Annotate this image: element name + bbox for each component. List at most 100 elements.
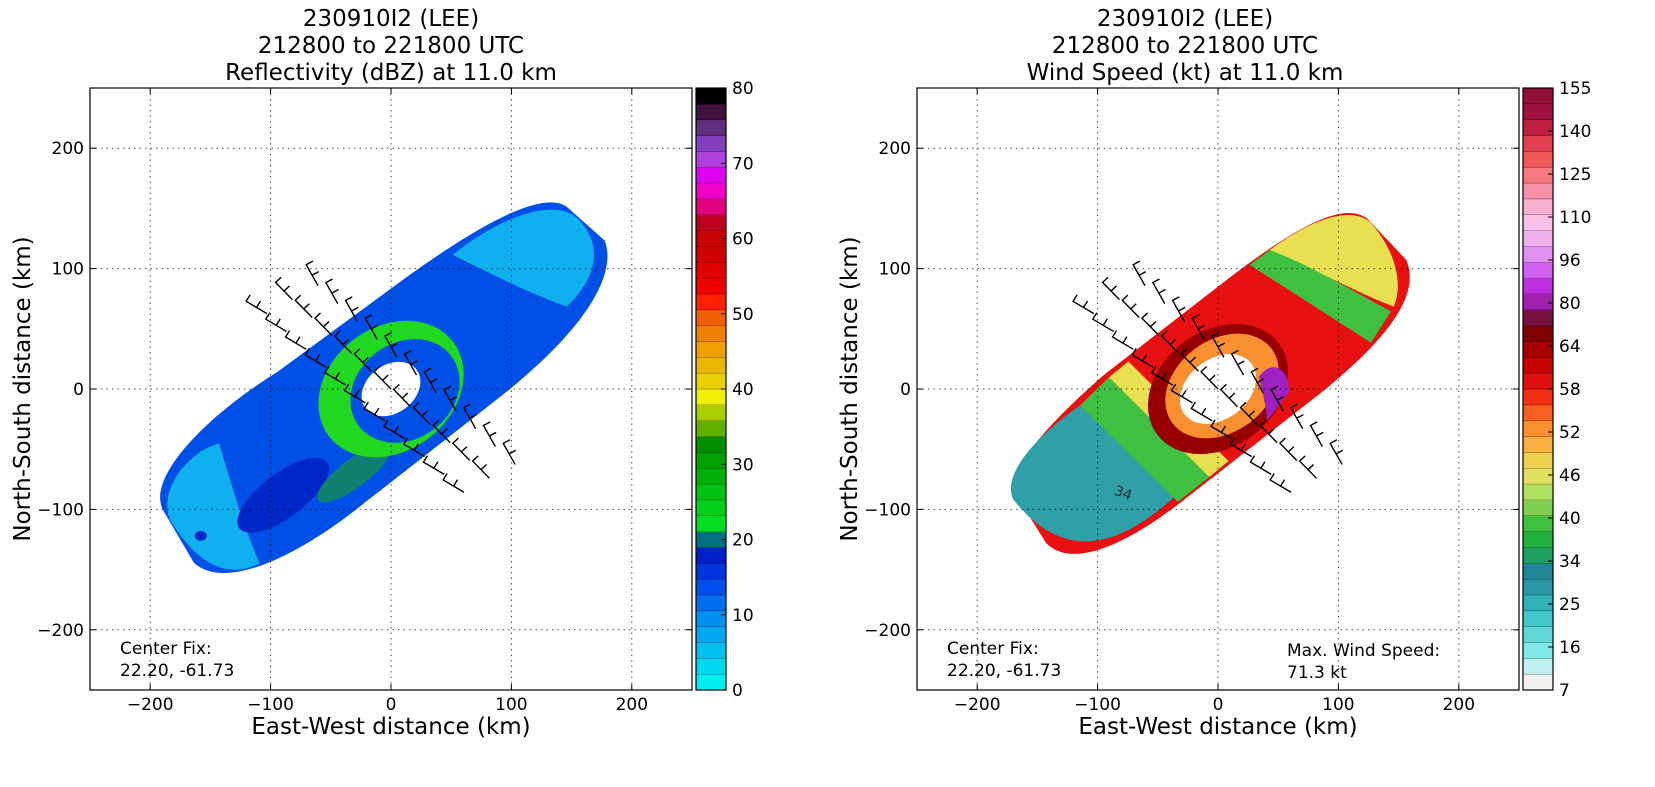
wind-barb xyxy=(383,419,406,440)
center-fix-value: 22.20, -61.73 xyxy=(120,661,234,681)
colorbar-bin xyxy=(1523,230,1553,247)
y-tick-label: −200 xyxy=(37,621,84,641)
outer-cell-core xyxy=(194,530,207,541)
title-line-1: 230910I2 (LEE) xyxy=(1096,6,1274,32)
colorbar-bin xyxy=(696,262,726,279)
wind-barb xyxy=(1132,260,1147,287)
colorbar-bin xyxy=(696,103,726,121)
center-fix-value: 22.20, -61.73 xyxy=(947,661,1061,681)
colorbar-bin xyxy=(1523,626,1553,643)
x-tick-label: 100 xyxy=(1322,695,1354,715)
wind-barb xyxy=(353,348,372,372)
colorbar-bin xyxy=(696,594,726,612)
colorbar-tick-label: 16 xyxy=(1559,638,1581,658)
colorbar-bin xyxy=(696,278,726,295)
colorbar-bin xyxy=(696,325,726,342)
colorbar-bin xyxy=(1523,579,1553,596)
y-tick-label: 100 xyxy=(879,260,911,280)
colorbar-bin xyxy=(1523,373,1553,390)
colorbar-bin xyxy=(1523,88,1553,105)
x-tick-label: 0 xyxy=(386,695,397,715)
max-wind-label: Max. Wind Speed: xyxy=(1287,641,1440,661)
colorbar-bin xyxy=(696,389,726,406)
colorbar-bin xyxy=(1523,135,1553,152)
echo-core xyxy=(237,457,330,533)
colorbar-bin xyxy=(1523,309,1553,327)
colorbar-tick-label: 58 xyxy=(1559,380,1581,400)
colorbar-tick-label: 50 xyxy=(732,305,754,325)
x-tick-label: 0 xyxy=(1213,695,1224,715)
colorbar-bin xyxy=(1523,103,1553,121)
colorbar-tick-label: 20 xyxy=(732,531,754,551)
wind-barb xyxy=(304,348,327,368)
colorbar-bin xyxy=(696,610,726,628)
wind-barb xyxy=(1131,348,1154,368)
colorbar-tick-label: 155 xyxy=(1559,79,1591,99)
colorbar-tick-label: 64 xyxy=(1559,337,1581,357)
wind-barb xyxy=(284,330,307,350)
colorbar-tick-label: 0 xyxy=(732,681,743,701)
wind-barb xyxy=(1249,455,1272,475)
y-tick-label: 0 xyxy=(73,380,84,400)
x-tick-label: −200 xyxy=(954,695,1001,715)
wind-teal xyxy=(1010,405,1175,542)
wind-barb xyxy=(1191,314,1206,340)
colorbar-bin xyxy=(696,230,726,247)
colorbar-tick-label: 40 xyxy=(732,380,754,400)
center-fix-label: Center Fix: xyxy=(947,639,1039,659)
wind-barb xyxy=(324,278,339,304)
colorbar-bin xyxy=(1523,420,1553,438)
colorbar-bin xyxy=(696,484,726,501)
wind-barb xyxy=(423,367,438,394)
colorbar-bin xyxy=(696,214,726,232)
wind-barb xyxy=(363,401,386,422)
wind-barb xyxy=(1140,312,1160,336)
wind-barbs xyxy=(1072,260,1344,493)
wind-barb xyxy=(392,383,412,408)
wind-barb xyxy=(1309,421,1324,447)
colorbar-bin xyxy=(1523,404,1553,422)
title-line-2: 212800 to 221800 UTC xyxy=(257,33,525,59)
x-tick-label: 100 xyxy=(495,695,527,715)
wind-barb xyxy=(1200,366,1219,390)
y-axis-label: North-South distance (km) xyxy=(10,236,36,541)
colorbar-bin xyxy=(696,341,726,358)
wind-barb xyxy=(373,366,392,390)
echo-teal xyxy=(317,443,392,503)
colorbar-bin xyxy=(1523,119,1553,137)
colorbar-bin xyxy=(696,246,726,263)
wind-barb xyxy=(1180,348,1199,372)
y-tick-label: −100 xyxy=(864,500,911,520)
wind-barb xyxy=(471,455,491,479)
colorbar-bin xyxy=(696,626,726,643)
wind-speed-chart: −200 −100 0 100 200 −200 −100 0 100 200 East-West … xyxy=(837,79,1591,740)
wind-barb xyxy=(422,455,445,475)
colorbar-bin xyxy=(1523,515,1553,533)
colorbar-bin xyxy=(1523,389,1553,406)
wind-barb xyxy=(1160,330,1180,354)
wind-barb xyxy=(1190,401,1213,422)
colorbar-bin xyxy=(1523,547,1553,564)
colorbar-bin xyxy=(1523,341,1553,358)
colorbar-bin xyxy=(696,198,726,216)
colorbar-bin xyxy=(1523,642,1553,659)
x-tick-label: −100 xyxy=(247,695,294,715)
colorbar-bin xyxy=(696,151,726,168)
wind-barb xyxy=(1229,437,1252,458)
y-tick-label: −200 xyxy=(864,621,911,641)
colorbar-bin xyxy=(696,309,726,327)
wind-barb xyxy=(245,294,268,315)
title-line-3: Reflectivity (dBZ) at 11.0 km xyxy=(225,60,557,86)
colorbar-bin xyxy=(1523,436,1553,453)
colorbar-tick-label: 34 xyxy=(1559,552,1581,572)
colorbar-tick-label: 125 xyxy=(1559,165,1591,185)
wind-barb xyxy=(1151,278,1166,304)
x-tick-label: −100 xyxy=(1074,695,1121,715)
colorbar-bin xyxy=(1523,278,1553,295)
colorbar-bin xyxy=(1523,610,1553,628)
colorbar-bin xyxy=(696,674,726,691)
wind-speed-title: 230910I2 (LEE) 212800 to 221800 UTC Wind… xyxy=(884,6,1486,87)
wind-barb xyxy=(462,403,477,430)
colorbar-bin xyxy=(696,357,726,374)
colorbar-bin xyxy=(1523,325,1553,342)
